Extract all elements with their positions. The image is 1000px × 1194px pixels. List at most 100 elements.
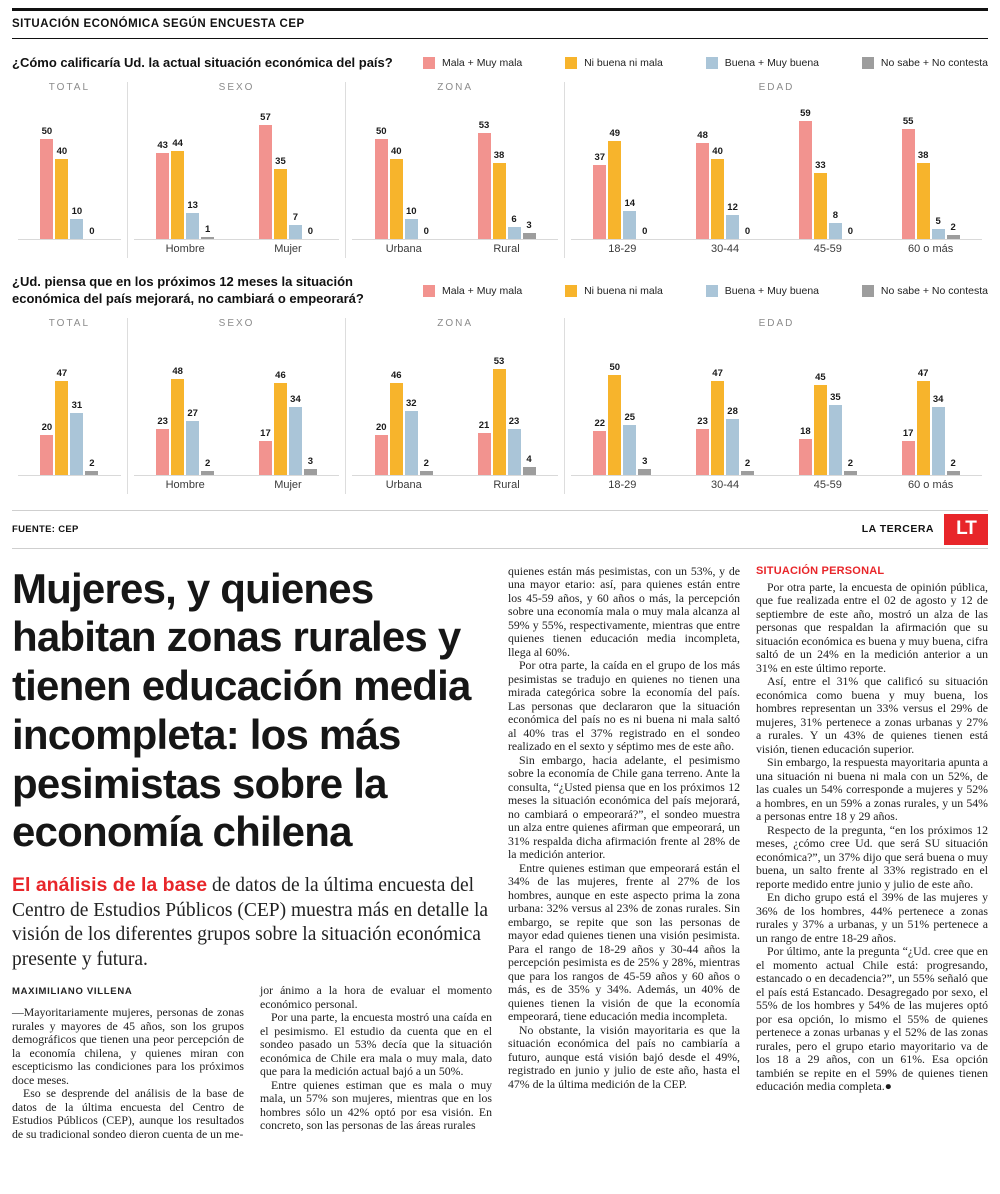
bar: 2 xyxy=(843,458,857,475)
bar: 2 xyxy=(85,458,99,475)
bar-group: 48 40 12 0 xyxy=(696,130,754,239)
article-paragraph: —Mayoritariamente mujeres, personas de z… xyxy=(12,1005,244,1087)
bar: 7 xyxy=(288,212,302,239)
article-lead: El análisis de la base de datos de la úl… xyxy=(12,873,492,972)
bar-value: 2 xyxy=(847,457,854,469)
bar: 4 xyxy=(522,454,536,475)
group-name: Hombre xyxy=(165,478,205,491)
bar-value: 1 xyxy=(205,223,211,235)
chart-head: ¿Cómo calificaría Ud. la actual situació… xyxy=(12,51,988,82)
bar-value: 35 xyxy=(275,155,286,167)
bar-value: 0 xyxy=(89,225,95,237)
chart-section-total: TOTAL 20 47 31 2 xyxy=(12,318,127,494)
bar: 22 xyxy=(593,418,607,475)
legend-item: Ni buena ni mala xyxy=(565,284,663,297)
bar: 5 xyxy=(931,216,945,239)
bar-value: 2 xyxy=(89,457,95,469)
legend-label: Ni buena ni mala xyxy=(584,57,663,70)
bar: 2 xyxy=(946,222,960,239)
chart-block-next-12-months: ¿Ud. piensa que en los próximos 12 meses… xyxy=(12,258,988,494)
bar-value: 3 xyxy=(526,219,532,231)
legend-item: No sabe + No contesta xyxy=(861,284,988,297)
source-label: FUENTE: CEP xyxy=(12,523,79,535)
article: Mujeres, y quienes habitan zonas rurales… xyxy=(12,564,988,1142)
bar-value: 40 xyxy=(390,145,402,157)
bar-value: 2 xyxy=(423,457,429,469)
bar-group: 20 47 31 2 xyxy=(40,368,99,475)
bar-value: 57 xyxy=(260,111,271,123)
bar-value: 45 xyxy=(815,371,826,383)
infographic-header: SITUACIÓN ECONÓMICA SEGÚN ENCUESTA CEP xyxy=(12,8,988,39)
bar-value: 55 xyxy=(902,115,914,127)
bar-group: 50 40 10 0 xyxy=(374,126,433,239)
bar-value: 20 xyxy=(41,421,53,433)
bar: 23 xyxy=(696,416,710,475)
group-name: 60 o más xyxy=(908,478,954,491)
bar-value: 37 xyxy=(594,151,606,163)
bar-value: 38 xyxy=(917,149,929,161)
bar-value: 23 xyxy=(697,415,708,427)
group-name: 60 o más xyxy=(908,242,954,255)
bar-value: 34 xyxy=(932,393,944,405)
bar: 47 xyxy=(711,368,725,475)
brand: LA TERCERA LT xyxy=(861,513,988,545)
group-name: Mujer xyxy=(274,478,302,491)
article-column-2: jor ánimo a la hora de evaluar el moment… xyxy=(260,983,492,1141)
bar-value: 0 xyxy=(847,225,854,237)
article-column-1: MAXIMILIANO VILLENA —Mayoritariamente mu… xyxy=(12,984,244,1141)
chart-section-edad: EDAD 37 49 14 0 48 40 12 0 59 33 8 0 55 38 5 2 18-29 30-44… xyxy=(563,81,988,258)
bar-value: 25 xyxy=(624,411,636,423)
group-name: Rural xyxy=(493,478,520,491)
bar: 34 xyxy=(288,394,302,475)
legend-swatch xyxy=(861,284,874,297)
bar-value: 23 xyxy=(508,415,520,427)
bar-value: 3 xyxy=(307,455,314,467)
legend-label: Mala + Muy mala xyxy=(442,284,523,297)
bar-value: 20 xyxy=(375,421,387,433)
bar: 47 xyxy=(916,368,930,475)
bar-value: 0 xyxy=(423,225,429,237)
bar: 46 xyxy=(273,370,287,475)
bar-value: 6 xyxy=(511,213,517,225)
group-name: 45-59 xyxy=(813,478,842,491)
bar-value: 44 xyxy=(172,137,183,149)
article-paragraph: Entre quienes estiman que empeorará está… xyxy=(508,860,740,1024)
article-column-3: quienes están más pesimistas, con un 53%… xyxy=(508,564,740,1142)
group-name: 18-29 xyxy=(608,242,637,255)
bar: 40 xyxy=(55,146,69,239)
bar: 28 xyxy=(726,406,740,475)
bar-value: 27 xyxy=(187,407,198,419)
legend-item: Ni buena ni mala xyxy=(565,57,663,70)
group-name: Rural xyxy=(493,242,520,255)
group-name: 45-59 xyxy=(813,242,842,255)
bar-value: 47 xyxy=(712,367,723,379)
section-label: SEXO xyxy=(218,317,255,329)
bar-value: 47 xyxy=(56,367,68,379)
bar: 50 xyxy=(40,126,54,239)
chart-footer: FUENTE: CEP LA TERCERA LT xyxy=(12,509,988,549)
brand-name: LA TERCERA xyxy=(861,523,934,536)
bar-group: 50 40 10 0 xyxy=(40,126,98,239)
bar-value: 40 xyxy=(712,145,723,157)
article-paragraph: Eso se desprende del análisis de la base… xyxy=(12,1086,244,1141)
bar: 13 xyxy=(186,200,200,239)
bar: 10 xyxy=(70,206,84,239)
legend-label: No sabe + No contesta xyxy=(880,57,988,70)
bar-group: 59 33 8 0 xyxy=(798,108,857,239)
bar: 40 xyxy=(711,146,725,239)
article-paragraph: Por último, ante la pregunta “¿Ud. cree … xyxy=(756,944,988,1094)
bar-value: 31 xyxy=(71,399,83,411)
bar: 40 xyxy=(389,146,403,239)
bar: 3 xyxy=(303,456,317,475)
bar-value: 10 xyxy=(405,205,417,217)
bar-value: 46 xyxy=(390,369,402,381)
bar: 14 xyxy=(623,198,637,239)
bar: 27 xyxy=(186,408,200,475)
article-paragraph: Por otra parte, la caída en el grupo de … xyxy=(508,658,740,754)
bar-group: 23 48 27 2 xyxy=(156,366,215,475)
bar-value: 50 xyxy=(41,125,53,137)
group-name: Urbana xyxy=(385,478,422,491)
chart-legend: Mala + Muy mala Ni buena ni mala Buena + M… xyxy=(423,57,988,70)
bar-value: 50 xyxy=(609,361,621,373)
